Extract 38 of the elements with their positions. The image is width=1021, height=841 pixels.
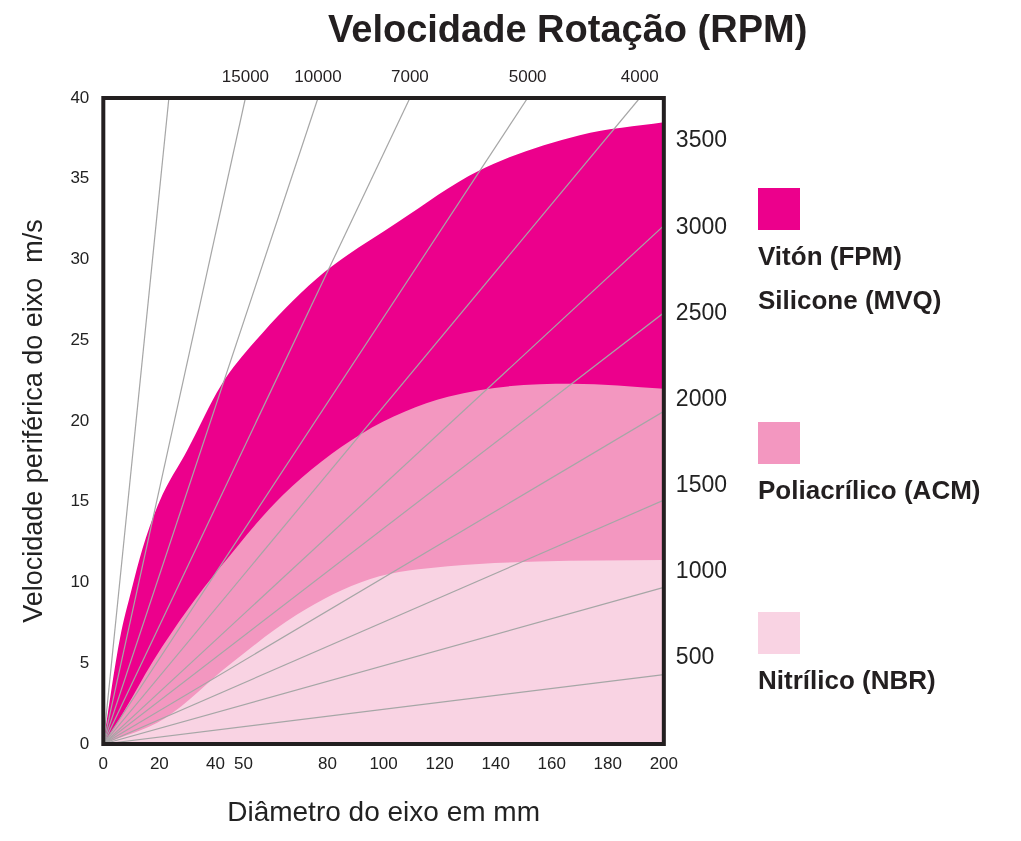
series-label: 7000 bbox=[391, 67, 429, 87]
y-axis-title: Velocidade periférica do eixo m/s bbox=[17, 219, 48, 623]
x-tick-label: 160 bbox=[537, 753, 566, 773]
y2-tick-label: 2000 bbox=[675, 384, 728, 411]
x-tick-label: 200 bbox=[649, 753, 679, 773]
y2-tick-label: 1000 bbox=[675, 557, 728, 584]
y-tick-label: 20 bbox=[70, 410, 90, 430]
x-tick-label: 100 bbox=[369, 753, 398, 773]
y-tick-label: 25 bbox=[70, 329, 90, 349]
x-axis-title: Diâmetro do eixo em mm bbox=[227, 795, 540, 827]
x-tick-label: 20 bbox=[149, 753, 169, 773]
y-tick-label: 40 bbox=[70, 87, 90, 107]
legend-label: Vitón (FPM) Silicone (MVQ) bbox=[758, 240, 943, 317]
legend-label: Nitrílico (NBR) bbox=[758, 664, 937, 697]
y2-tick-label: 1500 bbox=[675, 470, 728, 497]
series-label: 4000 bbox=[620, 67, 659, 87]
series-label: 5000 bbox=[508, 67, 547, 87]
y-tick-label: 15 bbox=[70, 491, 90, 511]
y-tick-label: 35 bbox=[70, 168, 90, 188]
y2-tick-label: 3000 bbox=[675, 212, 728, 239]
x-tick-label: 120 bbox=[425, 753, 454, 773]
chart-title: Velocidade Rotação (RPM) bbox=[328, 8, 808, 51]
x-tick-label: 0 bbox=[98, 753, 109, 773]
series-label: 10000 bbox=[294, 67, 342, 87]
legend-label: Poliacrílico (ACM) bbox=[758, 474, 981, 507]
x-tick-label: 40 bbox=[205, 753, 225, 773]
y-tick-label: 30 bbox=[70, 249, 90, 269]
y2-tick-label: 500 bbox=[675, 643, 715, 670]
x-tick-label: 180 bbox=[593, 753, 622, 773]
y2-tick-label: 2500 bbox=[675, 298, 728, 325]
series-label: 15000 bbox=[221, 67, 270, 87]
y-tick-label: 5 bbox=[79, 652, 90, 672]
x-tick-label: 140 bbox=[481, 753, 510, 773]
y-tick-label: 10 bbox=[70, 572, 90, 592]
y-tick-label: 0 bbox=[79, 733, 90, 753]
y2-tick-label: 3500 bbox=[675, 126, 728, 153]
x-tick-label: 50 bbox=[233, 753, 253, 773]
x-tick-label: 80 bbox=[318, 753, 337, 773]
